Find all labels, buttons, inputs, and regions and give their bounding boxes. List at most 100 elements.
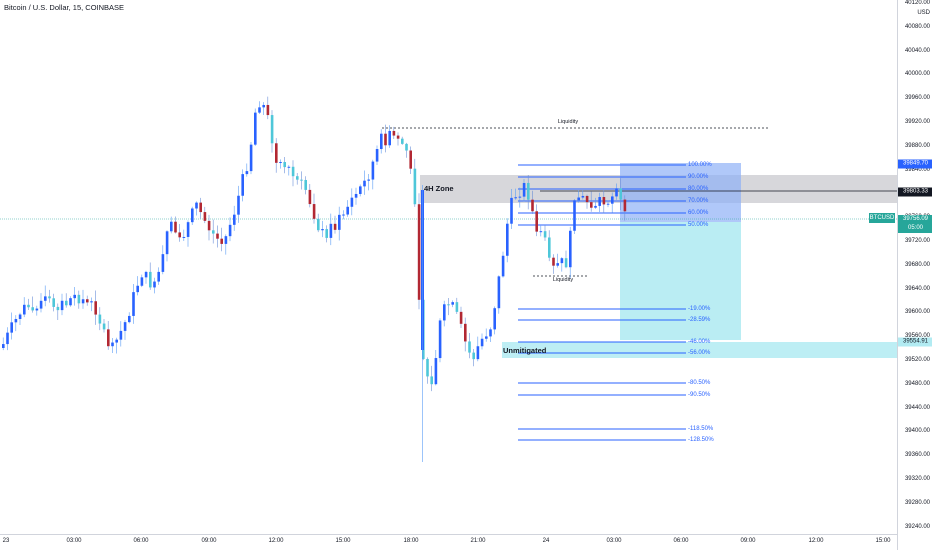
candle-body: [312, 204, 316, 219]
price-axis[interactable]: USD 40120.00 40080.00 40040.00 40000.00 3996…: [897, 0, 932, 550]
price-tick-label: 39680.00: [904, 261, 930, 268]
candle-body: [510, 197, 513, 224]
candle-body: [489, 329, 492, 337]
candle-body: [371, 161, 375, 180]
candle-body: [23, 304, 26, 315]
last-price-value: 39756.09: [902, 216, 929, 222]
candle-body: [10, 322, 13, 333]
candle-body: [443, 304, 446, 321]
candle-body: [363, 180, 366, 187]
fib-level-label: -90.50%: [688, 392, 711, 398]
candle-body: [590, 202, 593, 208]
candle-body: [434, 358, 438, 385]
candle-body: [308, 189, 312, 205]
candle-body: [262, 104, 265, 108]
candle-body: [275, 143, 278, 163]
candle-body: [170, 221, 173, 232]
fib-level-label: 100.00%: [688, 162, 712, 168]
time-tick-label: 06:00: [673, 538, 689, 544]
candle-body: [611, 196, 614, 204]
candle-body: [258, 107, 261, 113]
candle-body: [90, 301, 93, 303]
candle-body: [426, 358, 429, 377]
candle-body: [464, 323, 467, 342]
candle-body: [531, 199, 534, 212]
time-tick-label: 15:00: [875, 538, 891, 544]
fib-level-label: -56.00%: [688, 350, 711, 356]
time-tick-label: 12:00: [808, 538, 824, 544]
candle-body: [522, 182, 526, 197]
candle-body: [594, 205, 597, 208]
candle-body: [207, 220, 211, 231]
symbol-title: Bitcoin / U.S. Dollar, 15, COINBASE: [4, 3, 125, 12]
candle-body: [619, 188, 622, 200]
candle-body: [94, 301, 97, 315]
chart-canvas[interactable]: [0, 0, 897, 534]
fib-level-label: 60.00%: [688, 210, 709, 216]
candle-body: [300, 179, 303, 181]
time-tick-label: 09:00: [201, 538, 217, 544]
candle-body: [325, 229, 328, 238]
price-tick-label: 40040.00: [904, 47, 930, 54]
candle-body: [350, 197, 354, 207]
time-axis[interactable]: 23 03:00 06:00 09:00 12:00 15:00 18:00 21:00 24 0…: [0, 534, 897, 551]
candle-body: [149, 271, 152, 288]
candle-body: [191, 208, 194, 223]
candle-body: [102, 323, 106, 330]
fib-level-label: 50.00%: [688, 222, 709, 228]
fib-level-label: -80.50%: [688, 380, 711, 386]
candle-body: [69, 298, 72, 306]
candle-body: [527, 182, 530, 200]
liquidity-top-label: Liquidity: [557, 119, 579, 125]
candle-body: [203, 212, 207, 221]
currency-label: USD: [917, 10, 930, 16]
candle-body: [430, 376, 433, 385]
candle-body: [123, 322, 127, 331]
candle-body: [333, 223, 337, 230]
candle-body: [405, 143, 408, 151]
candle-body: [346, 206, 349, 215]
price-tick-label: 39920.00: [904, 119, 930, 125]
price-tick-label: 39960.00: [904, 95, 930, 102]
candle-body: [81, 299, 85, 304]
candle-body: [136, 285, 139, 293]
candle-body: [107, 329, 110, 347]
candle-body: [606, 203, 610, 205]
candle-body: [35, 308, 39, 311]
candle-body: [468, 341, 471, 353]
candle-body: [472, 352, 475, 360]
candle-body: [266, 104, 270, 116]
time-tick-label: 03:00: [66, 538, 82, 544]
fib-level-label: 90.00%: [688, 174, 709, 180]
candle-body: [359, 186, 362, 194]
candle-body: [27, 304, 30, 308]
candle-body: [132, 292, 135, 316]
candle-body: [157, 271, 160, 282]
candle-body: [556, 263, 559, 266]
fib-level-label: -19.00%: [688, 306, 711, 312]
candle-body: [283, 161, 286, 168]
candle-body: [98, 314, 102, 324]
chart-area[interactable]: Bitcoin / U.S. Dollar, 15, COINBASE 4H Z…: [0, 0, 897, 550]
candle-body: [413, 168, 417, 205]
entry-box: [620, 163, 741, 222]
candle-body: [296, 176, 299, 180]
candle-body: [514, 197, 517, 199]
candle-body: [44, 296, 47, 301]
price-tick-label: 39360.00: [904, 452, 930, 459]
time-tick-label: 23: [2, 538, 10, 544]
candle-body: [153, 281, 156, 288]
time-tick-label: 21:00: [470, 538, 486, 544]
candle-body: [321, 229, 324, 231]
candle-body: [585, 195, 589, 203]
price-tick-label: 39240.00: [904, 523, 930, 530]
candle-body: [77, 294, 81, 304]
price-tick-label: 39640.00: [904, 285, 930, 292]
fib-level-label: 70.00%: [688, 198, 709, 204]
candle-body: [182, 236, 186, 238]
candle-body: [241, 174, 244, 196]
candle-body: [144, 271, 148, 278]
candle-body: [115, 339, 118, 343]
candle-body: [199, 202, 202, 213]
candle-body: [338, 214, 341, 230]
